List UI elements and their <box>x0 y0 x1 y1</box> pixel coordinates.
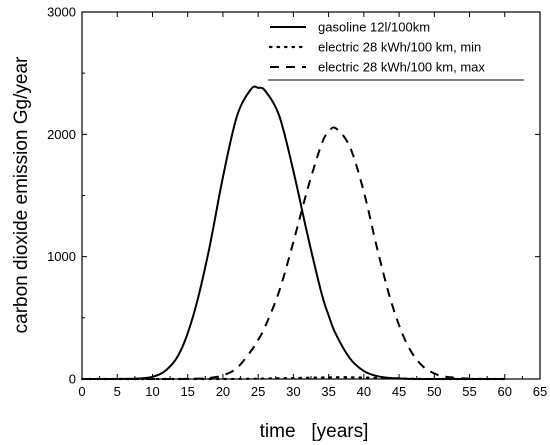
series-line-2 <box>80 376 506 381</box>
x-axis-label: time [years] <box>260 421 369 442</box>
y-tick-label: 0 <box>69 372 76 387</box>
x-tick-label: 30 <box>286 384 300 399</box>
y-tick-label: 1000 <box>47 249 76 264</box>
legend-label-2: electric 28 kWh/100 km, min <box>318 40 481 55</box>
series-line-1 <box>81 85 505 381</box>
x-tick-label: 50 <box>427 384 441 399</box>
x-tick-label: 10 <box>145 384 159 399</box>
x-tick-label: 45 <box>392 384 406 399</box>
x-tick-label: 5 <box>114 384 121 399</box>
x-tick-label: 15 <box>180 384 194 399</box>
x-tick-label: 40 <box>357 384 371 399</box>
x-tick-label: 0 <box>78 384 85 399</box>
legend-label-1: gasoline 12l/100km <box>318 20 430 35</box>
x-tick-label: 65 <box>533 384 547 399</box>
x-tick-label: 20 <box>216 384 230 399</box>
x-tick-label: 25 <box>251 384 265 399</box>
series-line-3 <box>81 126 505 381</box>
x-tick-label: 60 <box>498 384 512 399</box>
legend-label-3: electric 28 kWh/100 km, max <box>318 60 485 75</box>
y-axis-label: carbon dioxide emission Gg/year <box>11 56 32 333</box>
x-tick-label: 55 <box>462 384 476 399</box>
x-tick-label: 35 <box>321 384 335 399</box>
plot-area: 0 5 10 15 20 25 30 35 40 45 50 55 60 65 0 1000 2000 3000 g… <box>47 5 547 400</box>
y-tick-label: 3000 <box>47 5 76 20</box>
y-tick-label: 2000 <box>47 127 76 142</box>
